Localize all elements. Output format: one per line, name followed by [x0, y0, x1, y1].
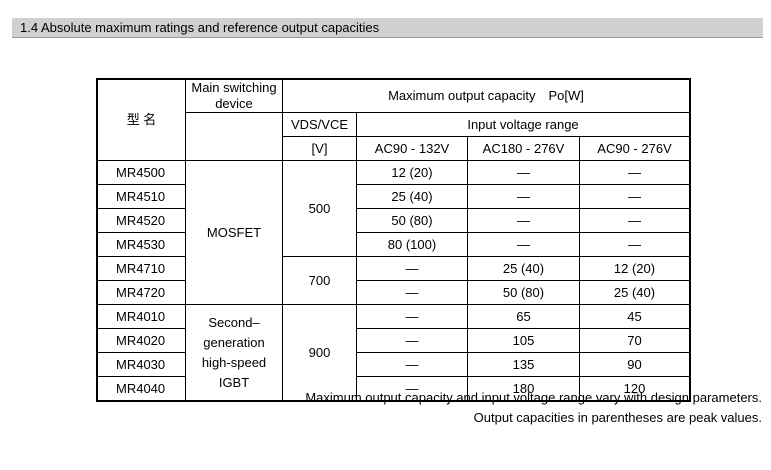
- value-cell: —: [356, 376, 468, 402]
- value-cell: —: [356, 256, 468, 281]
- header-row-3: [V] AC90 - 132V AC180 - 276V AC90 - 276V: [97, 136, 691, 161]
- table-row: MR4030 — 135 90: [96, 352, 691, 377]
- value-cell: —: [467, 232, 580, 257]
- model-cell: MR4020: [96, 328, 186, 353]
- ratings-table: 型 名 Main switching device Maximum output…: [96, 78, 691, 402]
- section-header: 1.4 Absolute maximum ratings and referen…: [12, 18, 763, 38]
- igbt-line: Second–: [208, 314, 260, 330]
- table-row: MR4710 700 — 25 (40) 12 (20): [96, 256, 691, 305]
- value-cell: 135: [467, 352, 580, 377]
- value-cell: 70: [579, 328, 691, 353]
- igbt-line: generation: [203, 334, 265, 350]
- model-cell: MR4500: [96, 160, 186, 185]
- voltage-700: 700: [282, 256, 357, 305]
- value-cell: —: [467, 184, 580, 209]
- value-cell: 180: [467, 376, 580, 402]
- value-cell: 45: [579, 304, 691, 329]
- value-cell: —: [579, 208, 691, 233]
- model-cell: MR4040: [96, 376, 186, 402]
- value-cell: —: [356, 280, 468, 305]
- device-header: Main switching device: [185, 78, 283, 113]
- header-row-1: 型 名 Main switching device Maximum output…: [96, 78, 691, 161]
- model-cell: MR4720: [96, 280, 186, 305]
- model-cell: MR4030: [96, 352, 186, 377]
- table-row: MR4040 — 180 120: [96, 376, 691, 402]
- footnote-design-parameters: Maximum output capacity and input voltag…: [305, 390, 762, 405]
- value-cell: 50 (80): [467, 280, 580, 305]
- value-cell: —: [579, 160, 691, 185]
- table-row: MR4720 — 50 (80) 25 (40): [96, 280, 691, 305]
- value-cell: 12 (20): [356, 160, 468, 185]
- value-cell: —: [579, 232, 691, 257]
- range-header-2: AC180 - 276V: [467, 136, 580, 161]
- device-igbt: Second– generation high-speed IGBT: [185, 304, 283, 402]
- table-row: MR4500 MOSFET 500 12 (20) — —: [96, 160, 691, 305]
- value-cell: 120: [579, 376, 691, 402]
- model-cell: MR4510: [96, 184, 186, 209]
- vds-header: VDS/VCE: [282, 112, 357, 137]
- model-header: 型 名: [96, 78, 186, 161]
- value-cell: 50 (80): [356, 208, 468, 233]
- device-mosfet: MOSFET: [185, 160, 283, 305]
- value-cell: 90: [579, 352, 691, 377]
- value-cell: —: [467, 208, 580, 233]
- value-cell: —: [356, 328, 468, 353]
- model-cell: MR4520: [96, 208, 186, 233]
- value-cell: —: [356, 352, 468, 377]
- model-cell: MR4530: [96, 232, 186, 257]
- input-range-header: Input voltage range: [356, 112, 691, 137]
- table-row: MR4510 25 (40) — —: [96, 184, 691, 209]
- value-cell: 80 (100): [356, 232, 468, 257]
- capacity-header: Maximum output capacity Po[W]: [282, 78, 691, 113]
- value-cell: —: [579, 184, 691, 209]
- igbt-line: IGBT: [218, 374, 250, 390]
- section-title: 1.4 Absolute maximum ratings and referen…: [20, 20, 380, 35]
- value-cell: 25 (40): [467, 256, 580, 281]
- voltage-900: 900: [282, 304, 357, 402]
- range-header-1: AC90 - 132V: [356, 136, 468, 161]
- value-cell: 25 (40): [356, 184, 468, 209]
- igbt-line: high-speed: [201, 354, 267, 370]
- value-cell: —: [467, 160, 580, 185]
- table-row: MR4020 — 105 70: [96, 328, 691, 353]
- voltage-500: 500: [282, 160, 357, 257]
- table-row: MR4520 50 (80) — —: [96, 208, 691, 233]
- device-header-blank: [185, 112, 283, 161]
- model-cell: MR4010: [96, 304, 186, 329]
- range-header-3: AC90 - 276V: [579, 136, 691, 161]
- footnote-peak-values: Output capacities in parentheses are pea…: [473, 410, 762, 425]
- header-row-2: VDS/VCE Input voltage range: [97, 112, 691, 161]
- vds-unit: [V]: [282, 136, 357, 161]
- table-row: MR4010 Second– generation high-speed IGB…: [96, 304, 691, 402]
- model-cell: MR4710: [96, 256, 186, 281]
- value-cell: 105: [467, 328, 580, 353]
- value-cell: 25 (40): [579, 280, 691, 305]
- table-row: MR4530 80 (100) — —: [96, 232, 691, 257]
- value-cell: —: [356, 304, 468, 329]
- value-cell: 12 (20): [579, 256, 691, 281]
- value-cell: 65: [467, 304, 580, 329]
